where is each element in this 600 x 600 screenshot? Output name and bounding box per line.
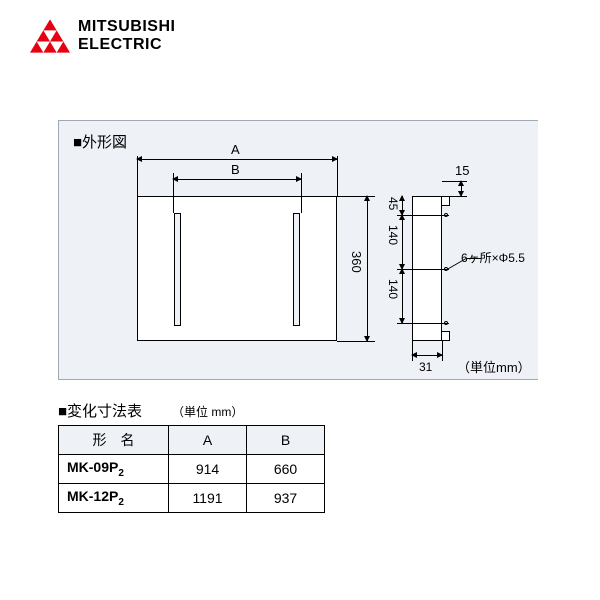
dim-140b-line	[402, 269, 403, 323]
B-cell: 660	[247, 455, 325, 484]
mitsubishi-icon	[30, 19, 70, 53]
brand-logo: MITSUBISHI ELECTRIC	[30, 18, 175, 53]
th-B: B	[247, 426, 325, 455]
front-view	[137, 196, 337, 341]
dim-360-line	[367, 196, 368, 341]
A-cell: 1191	[169, 483, 247, 512]
dim-45-label: 45	[386, 197, 400, 210]
th-model: 形 名	[59, 426, 169, 455]
dim-B-line	[173, 179, 301, 180]
dim-140b-label: 140	[386, 279, 400, 299]
dim-15-line	[461, 181, 462, 196]
table-units: （単位 mm）	[172, 403, 243, 420]
dim-45-line	[402, 196, 403, 215]
table-row: MK-12P2 1191 937	[59, 483, 325, 512]
dim-31-line	[412, 355, 442, 356]
A-cell: 914	[169, 455, 247, 484]
slot-left	[174, 213, 181, 326]
dim-360-label: 360	[349, 251, 364, 273]
brand-name: MITSUBISHI ELECTRIC	[78, 18, 175, 53]
model-cell: MK-09P2	[59, 455, 169, 484]
slot-right	[293, 213, 300, 326]
dim-A-line	[137, 159, 337, 160]
section-title-table: ■変化寸法表	[58, 400, 142, 421]
dim-31-label: 31	[419, 360, 432, 374]
dim-B-label: B	[231, 162, 240, 177]
dim-140a-label: 140	[386, 225, 400, 245]
table-header-row: 形 名 A B	[59, 426, 325, 455]
dim-A-label: A	[231, 142, 240, 157]
B-cell: 937	[247, 483, 325, 512]
th-A: A	[169, 426, 247, 455]
dim-15-label: 15	[455, 163, 469, 178]
dim-140a-line	[402, 215, 403, 269]
section-title-diagram: ■外形図	[73, 131, 127, 152]
diagram-panel: ■外形図 A B 360 15 45 140 140	[58, 120, 538, 380]
model-cell: MK-12P2	[59, 483, 169, 512]
dimension-table: 形 名 A B MK-09P2 914 660 MK-12P2 1191 937	[58, 425, 325, 513]
table-row: MK-09P2 914 660	[59, 455, 325, 484]
hole-note: 6ヶ所×Φ5.5	[461, 249, 525, 266]
units-note: （単位mm）	[457, 357, 531, 376]
